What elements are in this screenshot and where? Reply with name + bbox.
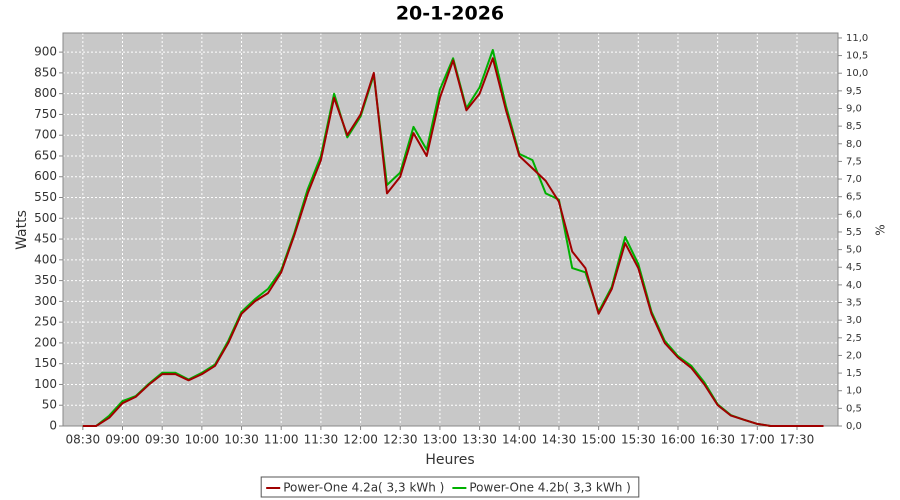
y2-tick-label: 10,5: [846, 51, 868, 62]
x-tick-label: 13:00: [423, 433, 458, 447]
y2-tick-label: 5,5: [846, 227, 862, 238]
y-tick-label: 250: [34, 315, 57, 329]
x-tick-label: 16:30: [700, 433, 735, 447]
y2-tick-label: 7,5: [846, 156, 862, 167]
y2-tick-label: 9,5: [846, 86, 862, 97]
legend: Power-One 4.2a( 3,3 kWh ) Power-One 4.2b(…: [260, 476, 640, 498]
x-tick-label: 14:00: [502, 433, 537, 447]
y-tick-label: 350: [34, 273, 57, 287]
legend-label: Power-One 4.2a( 3,3 kWh ): [283, 481, 444, 495]
y2-tick-label: 1,5: [846, 368, 862, 379]
y2-axis-label: %: [874, 224, 888, 235]
y-tick-label: 150: [34, 356, 57, 370]
x-tick-label: 14:30: [542, 433, 577, 447]
series-line: [82, 49, 824, 427]
y-tick-label: 50: [42, 398, 57, 412]
x-tick-label: 15:30: [621, 433, 656, 447]
y2-tick-label: 8,5: [846, 121, 862, 132]
y-tick-label: 650: [34, 148, 57, 162]
y2-tick-label: 8,0: [846, 139, 862, 150]
y-tick-label: 450: [34, 232, 57, 246]
x-tick-label: 11:30: [304, 433, 339, 447]
y2-tick-label: 6,0: [846, 209, 862, 220]
y2-tick-label: 4,0: [846, 280, 862, 291]
y2-tick-label: 7,0: [846, 174, 862, 185]
x-tick-label: 08:30: [66, 433, 101, 447]
chart-title: 20-1-2026: [396, 3, 504, 25]
y-tick-label: 600: [34, 169, 57, 183]
x-tick-label: 13:30: [462, 433, 497, 447]
y-tick-label: 550: [34, 190, 57, 204]
y2-tick-label: 6,5: [846, 192, 862, 203]
y2-tick-label: 3,0: [846, 315, 862, 326]
y-tick-label: 700: [34, 128, 57, 142]
x-tick-label: 11:00: [264, 433, 299, 447]
x-tick-label: 10:30: [224, 433, 259, 447]
y-tick-label: 800: [34, 86, 57, 100]
y-tick-label: 900: [34, 45, 57, 59]
y2-tick-label: 0,0: [846, 421, 862, 432]
y2-tick-label: 9,0: [846, 103, 862, 114]
x-tick-label: 10:00: [185, 433, 220, 447]
y-tick-label: 850: [34, 65, 57, 79]
x-tick-label: 16:00: [661, 433, 696, 447]
y-tick-label: 0: [49, 419, 57, 433]
y-tick-label: 300: [34, 294, 57, 308]
y-tick-label: 400: [34, 252, 57, 266]
legend-box: [260, 476, 640, 498]
y-tick-label: 200: [34, 335, 57, 349]
y2-tick-label: 5,0: [846, 245, 862, 256]
x-tick-label: 12:30: [383, 433, 418, 447]
x-tick-label: 17:30: [780, 433, 815, 447]
y2-tick-label: 11,0: [846, 33, 868, 44]
series-line: [82, 57, 824, 427]
y2-tick-label: 10,0: [846, 68, 868, 79]
y-tick-label: 500: [34, 211, 57, 225]
y-tick-label: 750: [34, 107, 57, 121]
x-axis-label: Heures: [425, 452, 474, 468]
plot-area: [63, 33, 838, 426]
plot-border: [62, 32, 839, 427]
x-tick-label: 15:00: [581, 433, 616, 447]
x-tick-label: 09:00: [105, 433, 140, 447]
legend-label: Power-One 4.2b( 3,3 kWh ): [469, 481, 630, 495]
y2-tick-label: 4,5: [846, 262, 862, 273]
x-tick-label: 12:00: [343, 433, 378, 447]
y2-tick-label: 2,0: [846, 350, 862, 361]
y-axis-label: Watts: [14, 210, 30, 250]
y-tick-label: 100: [34, 377, 57, 391]
y2-tick-label: 2,5: [846, 333, 862, 344]
y2-tick-label: 3,5: [846, 298, 862, 309]
y2-tick-label: 0,5: [846, 403, 862, 414]
x-tick-label: 09:30: [145, 433, 180, 447]
y2-tick-label: 1,0: [846, 386, 862, 397]
x-tick-label: 17:00: [740, 433, 775, 447]
